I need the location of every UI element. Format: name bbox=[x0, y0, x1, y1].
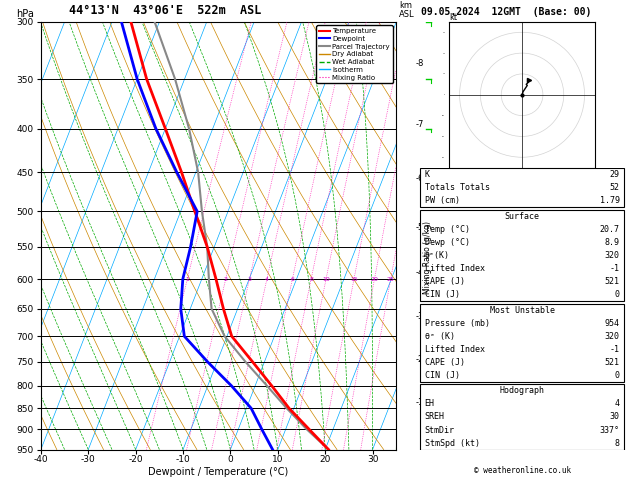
Text: 25: 25 bbox=[387, 277, 394, 281]
Text: -1: -1 bbox=[416, 398, 425, 407]
Text: 8.9: 8.9 bbox=[604, 238, 620, 246]
Text: 6: 6 bbox=[291, 277, 294, 281]
Text: Totals Totals: Totals Totals bbox=[425, 183, 489, 191]
Text: PW (cm): PW (cm) bbox=[425, 196, 460, 205]
Legend: Temperature, Dewpoint, Parcel Trajectory, Dry Adiabat, Wet Adiabat, Isotherm, Mi: Temperature, Dewpoint, Parcel Trajectory… bbox=[316, 25, 392, 83]
Bar bbox=[420, 304, 624, 382]
Text: K: K bbox=[425, 170, 430, 179]
Text: θᵉ(K): θᵉ(K) bbox=[425, 251, 450, 260]
Text: Mixing Ratio (g/kg): Mixing Ratio (g/kg) bbox=[423, 221, 431, 294]
Text: Lifted Index: Lifted Index bbox=[425, 263, 484, 273]
Text: CAPE (J): CAPE (J) bbox=[425, 358, 464, 366]
Text: Pressure (mb): Pressure (mb) bbox=[425, 318, 489, 328]
Text: 8: 8 bbox=[309, 277, 313, 281]
Text: -2CL: -2CL bbox=[416, 355, 435, 364]
Text: SREH: SREH bbox=[425, 413, 445, 421]
Text: kt: kt bbox=[449, 13, 457, 22]
Text: 44°13'N  43°06'E  522m  ASL: 44°13'N 43°06'E 522m ASL bbox=[69, 4, 262, 17]
Text: EH: EH bbox=[425, 399, 435, 408]
Text: 15: 15 bbox=[350, 277, 358, 281]
Text: km
ASL: km ASL bbox=[399, 1, 415, 19]
Text: 320: 320 bbox=[604, 331, 620, 341]
Text: Surface: Surface bbox=[504, 211, 540, 221]
Text: -5: -5 bbox=[416, 223, 425, 232]
Text: CAPE (J): CAPE (J) bbox=[425, 277, 464, 286]
Text: 521: 521 bbox=[604, 358, 620, 366]
Bar bbox=[420, 384, 624, 450]
X-axis label: Dewpoint / Temperature (°C): Dewpoint / Temperature (°C) bbox=[148, 467, 289, 477]
Text: Temp (°C): Temp (°C) bbox=[425, 225, 469, 234]
Text: hPa: hPa bbox=[16, 9, 33, 19]
Text: Dewp (°C): Dewp (°C) bbox=[425, 238, 469, 246]
Text: StmDir: StmDir bbox=[425, 426, 455, 434]
Text: 20: 20 bbox=[370, 277, 379, 281]
Text: Lifted Index: Lifted Index bbox=[425, 345, 484, 354]
Text: Hodograph: Hodograph bbox=[499, 386, 545, 396]
Text: -1: -1 bbox=[610, 263, 620, 273]
Text: 09.05.2024  12GMT  (Base: 00): 09.05.2024 12GMT (Base: 00) bbox=[421, 7, 592, 17]
Text: 1: 1 bbox=[186, 277, 189, 281]
Text: 4: 4 bbox=[615, 399, 620, 408]
Text: 521: 521 bbox=[604, 277, 620, 286]
Text: 0: 0 bbox=[615, 371, 620, 380]
Text: CIN (J): CIN (J) bbox=[425, 290, 460, 299]
Text: -1: -1 bbox=[610, 345, 620, 354]
Text: 20.7: 20.7 bbox=[599, 225, 620, 234]
Bar bbox=[420, 209, 624, 301]
Text: 1.79: 1.79 bbox=[599, 196, 620, 205]
Text: 320: 320 bbox=[604, 251, 620, 260]
Text: 52: 52 bbox=[610, 183, 620, 191]
Text: -3: -3 bbox=[416, 312, 425, 321]
Text: © weatheronline.co.uk: © weatheronline.co.uk bbox=[474, 467, 571, 475]
Bar bbox=[420, 168, 624, 207]
Text: 0: 0 bbox=[615, 290, 620, 299]
Text: 30: 30 bbox=[610, 413, 620, 421]
Text: 29: 29 bbox=[610, 170, 620, 179]
Text: 4: 4 bbox=[265, 277, 269, 281]
Text: 3: 3 bbox=[247, 277, 252, 281]
Text: 2: 2 bbox=[224, 277, 228, 281]
Text: 954: 954 bbox=[604, 318, 620, 328]
Text: 10: 10 bbox=[322, 277, 330, 281]
Text: 8: 8 bbox=[615, 438, 620, 448]
Text: -8: -8 bbox=[416, 59, 425, 69]
Text: -4: -4 bbox=[416, 268, 425, 278]
Text: -7: -7 bbox=[416, 121, 425, 129]
Text: -6: -6 bbox=[416, 174, 425, 183]
Text: CIN (J): CIN (J) bbox=[425, 371, 460, 380]
Text: StmSpd (kt): StmSpd (kt) bbox=[425, 438, 479, 448]
Text: 337°: 337° bbox=[599, 426, 620, 434]
Text: θᵉ (K): θᵉ (K) bbox=[425, 331, 455, 341]
Text: Most Unstable: Most Unstable bbox=[489, 306, 555, 314]
